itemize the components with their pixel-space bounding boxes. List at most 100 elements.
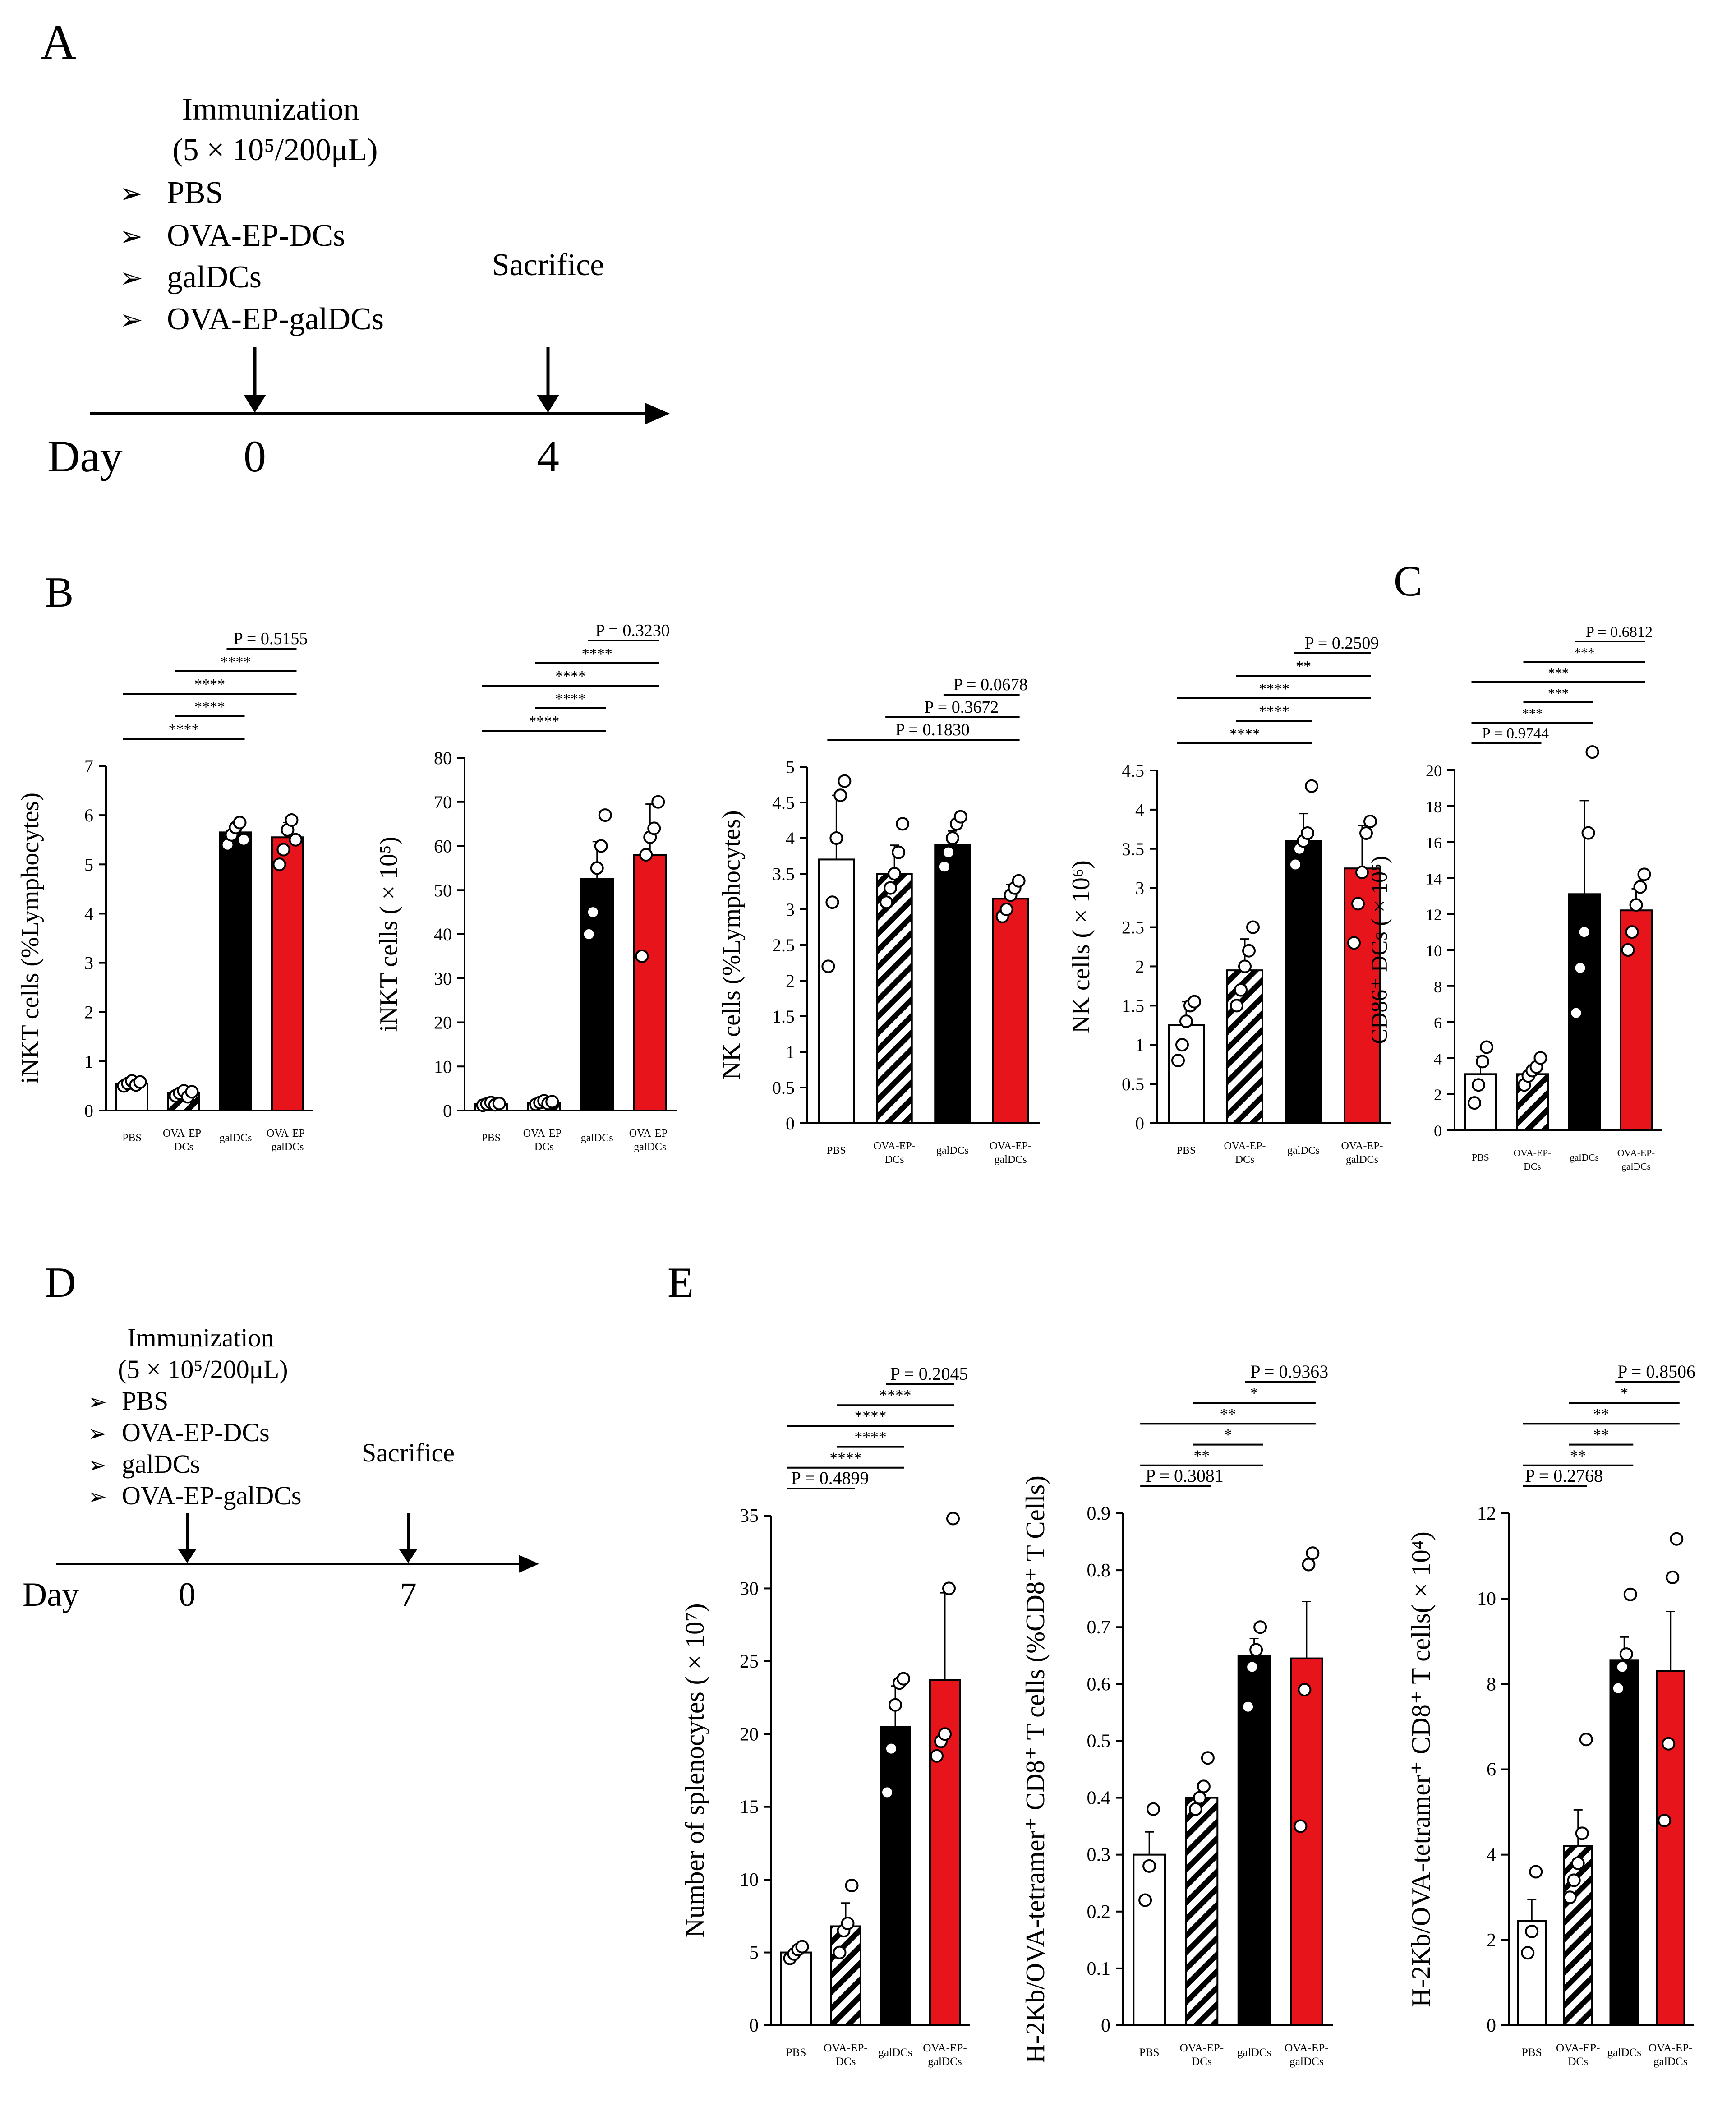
y-axis-title: iNKT cells ( × 10⁵) (375, 837, 403, 1032)
y-tick-label: 16 (1426, 834, 1442, 852)
y-axis-title: CD86⁺ DCs ( × 10⁵) (1367, 856, 1392, 1044)
schedule-a-arrow-bullet: ➢ (120, 221, 143, 252)
y-tick-label: 14 (1426, 870, 1442, 888)
y-tick-label: 6 (84, 805, 93, 825)
y-tick-label: 4 (1434, 1050, 1442, 1068)
data-point (1633, 880, 1647, 894)
schedule-d-event: Sacrifice (362, 1438, 455, 1467)
x-tick-label: OVA-EP- (267, 1128, 309, 1139)
bar-ova-ep-galdcs (992, 898, 1029, 1125)
significance-label: P = 0.2509 (1305, 634, 1379, 653)
y-tick-label: 6 (1434, 1014, 1442, 1032)
panel-label-a: A (41, 14, 76, 69)
x-tick-label: DCs (174, 1141, 193, 1153)
chart-tetramer-count: 0 2 4 6 8 10 12 H-2Kb/OVA-tetramer⁺ CD8⁺ T cell… (1406, 1361, 1695, 2068)
panel-label-e: E (668, 1258, 694, 1306)
significance-label: **** (221, 654, 251, 670)
significance-label: P = 0.3672 (925, 698, 999, 717)
bar-ova-ep-galdcs (1620, 909, 1653, 1131)
x-tick-label: OVA-EP- (1285, 2042, 1329, 2054)
data-point (930, 1749, 944, 1763)
chart-splenocytes: 0 5 10 15 20 25 30 35 Number of splenocytes ( × … (680, 1364, 970, 2068)
data-point (838, 774, 852, 788)
data-point (1662, 1737, 1676, 1751)
y-tick-label: 8 (1487, 1674, 1496, 1695)
chart-cd86-dcs: 0 2 4 6 8 10 12 14 16 18 20 CD86⁺ DCs ( × 10⁵) PBS OV… (1367, 624, 1662, 1172)
y-tick-label: 1 (84, 1051, 93, 1072)
data-point (942, 1581, 956, 1595)
y-tick-label: 0.6 (1087, 1674, 1111, 1695)
bar-ova-ep-dcs (830, 1925, 861, 2026)
significance-label: ** (1593, 1426, 1609, 1444)
x-tick-label: OVA-EP- (629, 1128, 671, 1139)
data-point (1363, 814, 1377, 828)
y-tick-label: 2.5 (772, 935, 795, 955)
data-point (185, 1085, 199, 1099)
data-point (1621, 943, 1635, 957)
schedule-a-dose: (5 × 10⁵/200μL) (172, 133, 378, 167)
x-tick-label: galDCs (936, 1145, 969, 1157)
y-tick-label: 4.5 (772, 793, 795, 813)
significance-label: **** (582, 645, 612, 662)
y-tick-label: 0.5 (1087, 1731, 1111, 1752)
data-point (1249, 1643, 1263, 1657)
schedule-a-group-3: galDCs (167, 260, 262, 295)
significance-label: * (1224, 1426, 1232, 1444)
x-tick-label: DCs (1568, 2056, 1588, 2068)
bar-ova-ep-galdcs (633, 854, 667, 1112)
chart-nk-count: 0 0.5 1 1.5 2 2.5 3 3.5 4 4.5 NK cells ( × 10⁶) PBS… (1067, 634, 1391, 1166)
data-point (1637, 867, 1651, 881)
y-tick-label: 10 (740, 1870, 759, 1890)
significance-label: **** (1259, 703, 1289, 720)
significance-label: **** (529, 713, 559, 730)
schedule-a-group-2: OVA-EP-DCs (167, 218, 345, 253)
data-point (1171, 1053, 1185, 1067)
y-tick-label: 0.1 (1087, 1959, 1111, 1979)
schedule-a-group-1: PBS (167, 175, 223, 210)
x-tick-label: OVA-EP- (1649, 2042, 1693, 2054)
x-tick-label: PBS (786, 2047, 806, 2059)
y-tick-label: 15 (740, 1797, 759, 1818)
significance-label: *** (1522, 706, 1543, 721)
data-point (582, 927, 596, 941)
significance-label: P = 0.1830 (895, 720, 970, 739)
bar-ova-ep-galdcs (1656, 1670, 1685, 2026)
data-point (833, 788, 847, 802)
data-point (953, 810, 967, 824)
x-tick-label: galDCs (1237, 2047, 1271, 2059)
schedule-d-arrow-bullet: ➢ (88, 1421, 107, 1446)
data-point (1575, 1826, 1589, 1840)
schedule-a-arrow-bullet: ➢ (120, 263, 143, 294)
y-tick-label: 0 (1434, 1122, 1442, 1140)
data-point (545, 1095, 559, 1109)
significance-label: **** (555, 668, 586, 685)
significance-label: P = 0.2045 (890, 1364, 968, 1384)
schedule-d-group-1: PBS (122, 1386, 168, 1415)
y-tick-label: 0 (749, 2015, 759, 2036)
data-point (598, 808, 612, 822)
schedule-d-dose: (5 × 10⁵/200μL) (118, 1355, 288, 1384)
data-point (1476, 1055, 1489, 1069)
bar-ova-ep-dcs (876, 873, 913, 1124)
x-tick-label: galDCs (1287, 1145, 1320, 1157)
schedule-d-axis-label: Day (23, 1576, 79, 1613)
x-tick-label: DCs (1235, 1154, 1255, 1166)
x-tick-label: DCs (1524, 1161, 1541, 1172)
bar-galdcs (219, 831, 252, 1112)
schedule-d-group-2: OVA-EP-DCs (122, 1418, 270, 1447)
data-point (888, 867, 902, 880)
data-point (1241, 1700, 1255, 1714)
significance-label: *** (1548, 665, 1569, 681)
x-tick-label: PBS (1177, 1145, 1196, 1157)
y-tick-label: 1 (786, 1042, 795, 1062)
x-tick-label: DCs (1192, 2056, 1212, 2068)
x-tick-label: DCs (534, 1141, 554, 1153)
significance-label: *** (1548, 686, 1569, 701)
y-axis-title: Number of splenocytes ( × 10⁷) (680, 1603, 709, 1937)
data-point (276, 843, 290, 857)
panel-label-c: C (1394, 557, 1422, 605)
data-point (938, 1727, 952, 1741)
bar-galdcs (580, 878, 614, 1111)
y-tick-label: 20 (1426, 762, 1442, 780)
y-tick-label: 35 (740, 1506, 759, 1526)
